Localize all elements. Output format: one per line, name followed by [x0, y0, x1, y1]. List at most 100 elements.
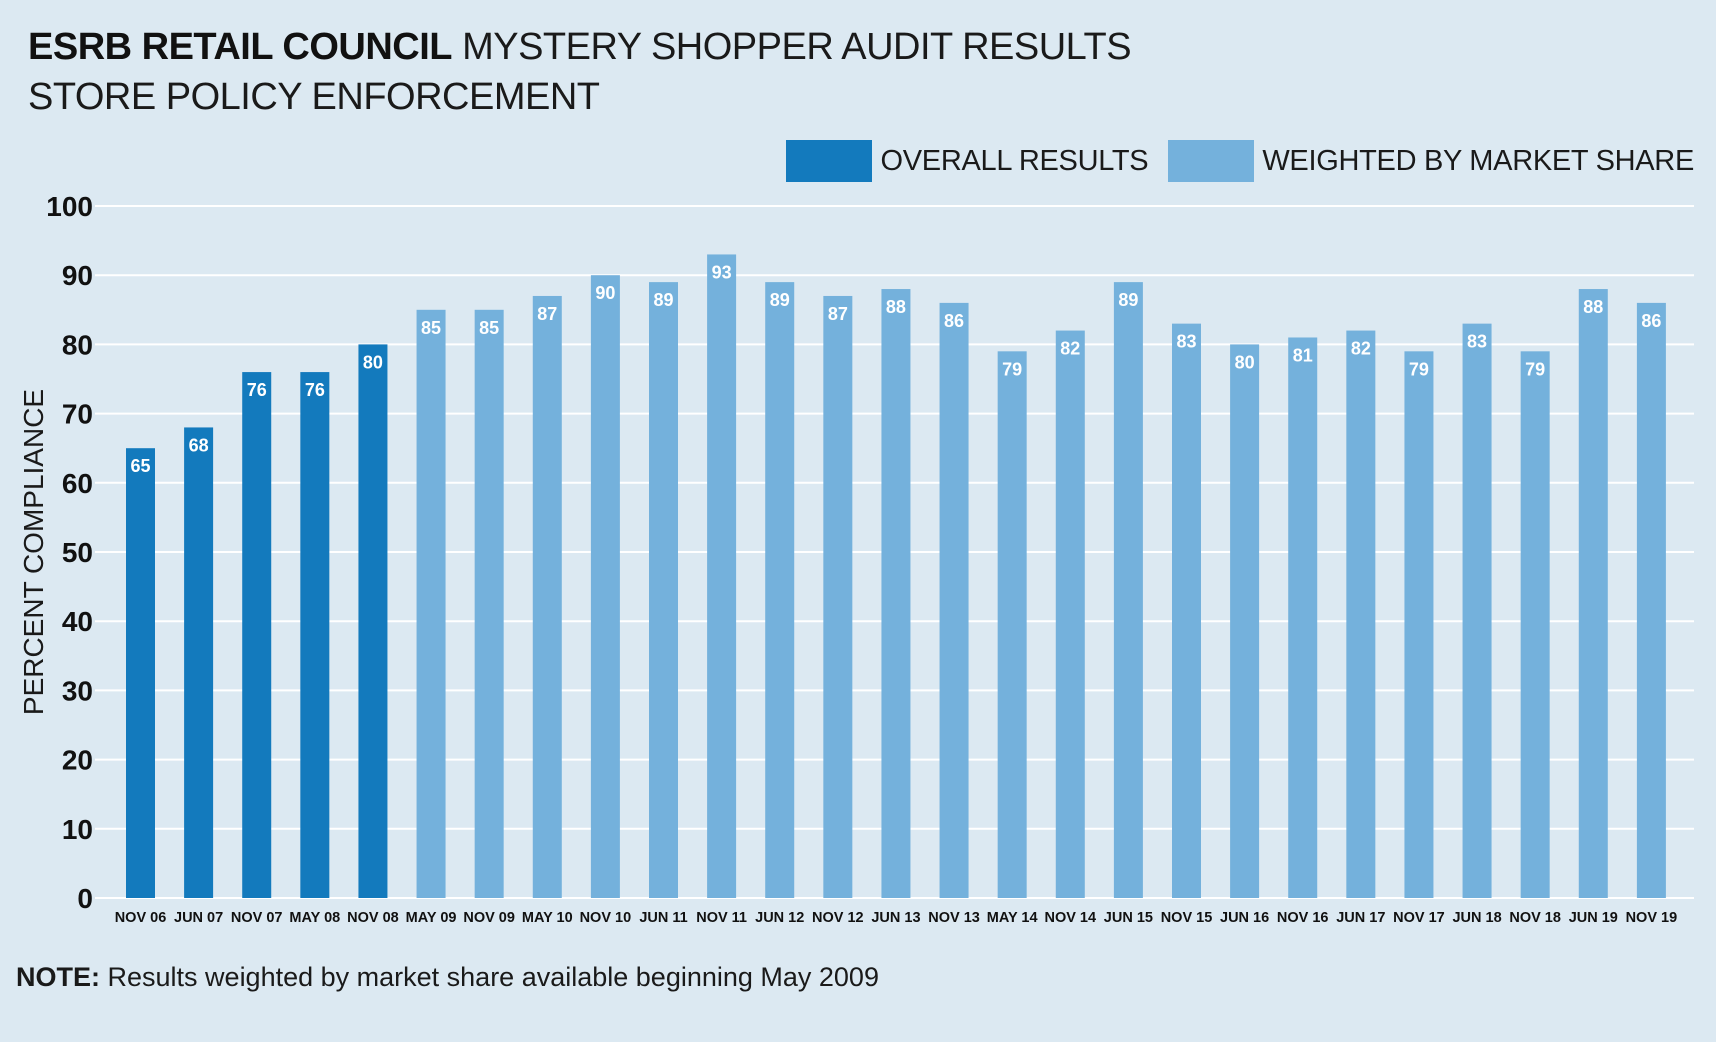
legend-swatch-overall: [786, 140, 873, 182]
bar-value-label: 83: [1176, 332, 1196, 352]
x-tick-label: NOV 14: [1044, 910, 1096, 926]
x-tick-label: NOV 06: [115, 910, 167, 926]
bar-value-label: 68: [189, 435, 209, 455]
y-tick-label: 40: [62, 606, 93, 637]
y-tick-label: 80: [62, 329, 93, 360]
legend-label-overall: OVERALL RESULTS: [880, 144, 1149, 177]
bar-value-label: 88: [886, 297, 906, 317]
bar: [1346, 330, 1376, 898]
x-tick-label: NOV 15: [1161, 910, 1213, 926]
bar-value-label: 79: [1409, 359, 1429, 379]
x-tick-label: NOV 11: [696, 910, 747, 926]
bar-value-label: 89: [653, 290, 673, 310]
bar-value-label: 82: [1060, 339, 1080, 359]
bar-value-label: 80: [1235, 352, 1255, 372]
bar: [242, 372, 272, 898]
y-tick-label: 10: [62, 814, 93, 845]
bar-value-label: 89: [1118, 290, 1138, 310]
bar-value-label: 89: [770, 290, 790, 310]
x-tick-label: MAY 08: [289, 910, 340, 926]
x-tick-label: NOV 10: [580, 910, 632, 926]
bar-value-label: 86: [1641, 311, 1661, 331]
bar-chart: 0 10 20 30 40 50 60 70 80 90 100 PERCENT COMPLIANCE…: [18, 191, 1694, 926]
bar: [590, 275, 620, 898]
x-tick-label: JUN 11: [639, 910, 687, 926]
bar: [1113, 282, 1143, 898]
x-tick-label: MAY 10: [522, 910, 573, 926]
legend-item-weighted: WEIGHTED BY MARKET SHARE: [1168, 140, 1694, 182]
bar-value-label: 90: [595, 283, 615, 303]
bar-value-label: 76: [305, 380, 325, 400]
bar: [532, 295, 562, 899]
bar-value-label: 82: [1351, 339, 1371, 359]
bar: [358, 344, 388, 898]
legend-label-weighted: WEIGHTED BY MARKET SHARE: [1262, 144, 1694, 177]
chart-subtitle: STORE POLICY ENFORCEMENT: [28, 76, 600, 118]
note-text: Results weighted by market share availab…: [107, 962, 879, 992]
x-tick-label: JUN 19: [1569, 910, 1618, 926]
bar-value-label: 76: [247, 380, 267, 400]
bar: [1288, 337, 1318, 898]
x-tick-label: NOV 12: [812, 910, 864, 926]
chart-title: ESRB RETAIL COUNCIL MYSTERY SHOPPER AUDI…: [28, 22, 1132, 72]
bar: [1404, 351, 1434, 898]
bar-value-label: 81: [1293, 345, 1313, 365]
bar-value-label: 86: [944, 311, 964, 331]
x-tick-label: JUN 16: [1220, 910, 1269, 926]
legend-item-overall: OVERALL RESULTS: [786, 140, 1149, 182]
bar-value-label: 87: [537, 304, 557, 324]
bar-value-label: 80: [363, 352, 383, 372]
x-tick-label: NOV 09: [463, 910, 515, 926]
legend-swatch-weighted: [1168, 140, 1255, 182]
bar: [1172, 323, 1201, 898]
bar: [474, 309, 504, 898]
bar: [1520, 351, 1550, 898]
bar-value-label: 87: [828, 304, 848, 324]
y-tick-label: 70: [62, 399, 93, 430]
x-tick-label: NOV 16: [1277, 910, 1329, 926]
bar: [1578, 289, 1608, 898]
bar: [300, 372, 330, 898]
x-tick-label: NOV 07: [231, 910, 283, 926]
y-tick-label: 50: [62, 537, 93, 568]
bar-value-label: 83: [1467, 332, 1487, 352]
x-tick-label: MAY 09: [406, 910, 457, 926]
bar-value-label: 93: [712, 262, 732, 282]
x-tick-label: NOV 18: [1509, 910, 1561, 926]
bar: [416, 309, 446, 898]
y-tick-label: 90: [62, 260, 93, 291]
note-label: NOTE:: [16, 962, 100, 992]
x-tick-label: NOV 13: [928, 910, 980, 926]
x-tick-label: NOV 19: [1626, 910, 1678, 926]
bar: [881, 289, 911, 898]
bar: [1230, 344, 1260, 898]
x-tick-label: NOV 17: [1393, 910, 1445, 926]
y-tick-label: 20: [62, 745, 93, 776]
x-tick-label: JUN 07: [174, 910, 223, 926]
bar: [707, 254, 737, 898]
bar-value-label: 79: [1002, 359, 1022, 379]
bar: [649, 282, 678, 898]
bar: [939, 302, 969, 898]
y-tick-label: 100: [46, 191, 93, 222]
bar-value-label: 85: [479, 318, 499, 338]
x-tick-label: JUN 18: [1452, 910, 1501, 926]
bar: [1462, 323, 1492, 898]
y-axis-label: PERCENT COMPLIANCE: [18, 389, 49, 715]
title-bold: ESRB RETAIL COUNCIL: [28, 26, 453, 68]
bar: [184, 427, 214, 898]
bar-value-label: 79: [1525, 359, 1545, 379]
bar: [1055, 330, 1085, 898]
y-tick-label: 0: [77, 883, 93, 914]
x-tick-label: MAY 14: [987, 910, 1038, 926]
y-tick-label: 60: [62, 468, 93, 499]
legend: OVERALL RESULTS WEIGHTED BY MARKET SHARE: [766, 140, 1694, 182]
title-light: MYSTERY SHOPPER AUDIT RESULTS: [462, 26, 1132, 68]
x-tick-label: JUN 12: [755, 910, 804, 926]
x-tick-label: JUN 15: [1104, 910, 1153, 926]
x-tick-label: JUN 17: [1336, 910, 1385, 926]
bar: [765, 282, 795, 898]
bar: [1636, 302, 1666, 898]
bar-value-label: 85: [421, 318, 441, 338]
footnote: NOTE: Results weighted by market share a…: [16, 962, 879, 993]
